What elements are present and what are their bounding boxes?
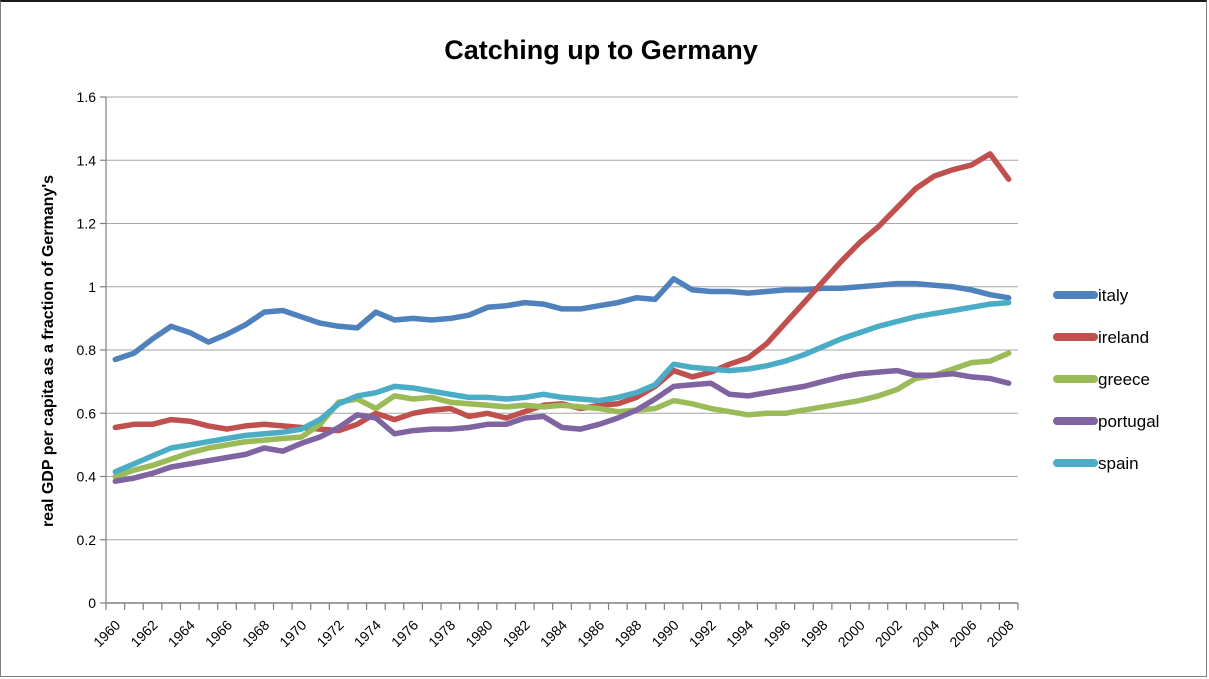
x-tick-label: 1998 xyxy=(797,617,830,650)
legend-label-italy: italy xyxy=(1098,285,1129,305)
chart-title: Catching up to Germany xyxy=(444,35,758,65)
gridlines xyxy=(106,96,1018,541)
series-lines xyxy=(112,151,1012,484)
x-tick-label: 2008 xyxy=(983,617,1016,650)
legend-item-portugal: portugal xyxy=(1053,400,1159,442)
legend-item-spain: spain xyxy=(1053,442,1159,484)
x-tick-label: 1988 xyxy=(611,617,644,650)
x-tick-label: 1972 xyxy=(313,617,346,650)
x-tick-label: 2006 xyxy=(946,617,979,650)
legend-label-greece: greece xyxy=(1098,369,1150,389)
x-tick-label: 1992 xyxy=(686,617,719,650)
x-tick-label: 1966 xyxy=(202,617,235,650)
x-tick-label: 1990 xyxy=(648,617,681,650)
series-line-spain xyxy=(112,299,1012,475)
y-tick-label: 0 xyxy=(88,595,96,611)
x-tick-label: 1964 xyxy=(165,617,198,650)
y-tick-label: 0.8 xyxy=(77,342,97,358)
legend-swatch-spain-icon xyxy=(1053,459,1098,467)
x-tick-label: 1960 xyxy=(90,617,123,650)
y-tick-label: 1.2 xyxy=(77,216,97,232)
legend-swatch-portugal-icon xyxy=(1053,417,1098,425)
series-line-ireland xyxy=(112,151,1012,434)
legend: italy ireland greece portugal spain xyxy=(1053,274,1159,484)
x-tick-label: 1984 xyxy=(537,617,570,650)
x-tick-label: 2000 xyxy=(835,617,868,650)
x-tick-label: 1996 xyxy=(760,617,793,650)
legend-item-italy: italy xyxy=(1053,274,1159,316)
legend-label-ireland: ireland xyxy=(1098,327,1150,347)
legend-item-ireland: ireland xyxy=(1053,316,1159,358)
x-tick-label: 1974 xyxy=(351,617,384,650)
x-tick-labels: 1960 1962 1964 1966 1968 1970 1972 1974 1976 1978… xyxy=(90,617,1017,650)
x-tick-label: 1970 xyxy=(276,617,309,650)
y-tick-label: 1.4 xyxy=(77,152,97,168)
x-tick-label: 1982 xyxy=(500,617,533,650)
axes xyxy=(100,96,1019,610)
y-tick-labels: 0 0.2 0.4 0.6 0.8 1 1.2 1.4 1.6 xyxy=(77,89,97,611)
x-tick-label: 2004 xyxy=(909,617,942,650)
x-tick-label: 1968 xyxy=(239,617,272,650)
legend-swatch-ireland-icon xyxy=(1053,333,1098,341)
x-tick-label: 1986 xyxy=(574,617,607,650)
y-tick-label: 1 xyxy=(88,279,96,295)
x-tick-label: 1994 xyxy=(723,617,756,650)
legend-label-spain: spain xyxy=(1098,453,1139,473)
y-tick-label: 1.6 xyxy=(77,89,97,105)
legend-item-greece: greece xyxy=(1053,358,1159,400)
x-tick-label: 2002 xyxy=(872,617,905,650)
y-tick-label: 0.4 xyxy=(77,469,97,485)
x-tick-label: 1978 xyxy=(425,617,458,650)
series-line-italy xyxy=(112,276,1012,363)
x-tick-label: 1976 xyxy=(388,617,421,650)
x-tick-label: 1980 xyxy=(462,617,495,650)
y-tick-label: 0.2 xyxy=(77,532,97,548)
series-line-portugal xyxy=(112,367,1012,484)
series-line-greece xyxy=(112,350,1012,480)
legend-swatch-italy-icon xyxy=(1053,291,1098,299)
y-tick-label: 0.6 xyxy=(77,405,97,421)
y-axis-title: real GDP per capita as a fraction of Ger… xyxy=(40,175,57,527)
legend-label-portugal: portugal xyxy=(1098,411,1160,431)
legend-swatch-greece-icon xyxy=(1053,375,1098,383)
x-tick-label: 1962 xyxy=(127,617,160,650)
